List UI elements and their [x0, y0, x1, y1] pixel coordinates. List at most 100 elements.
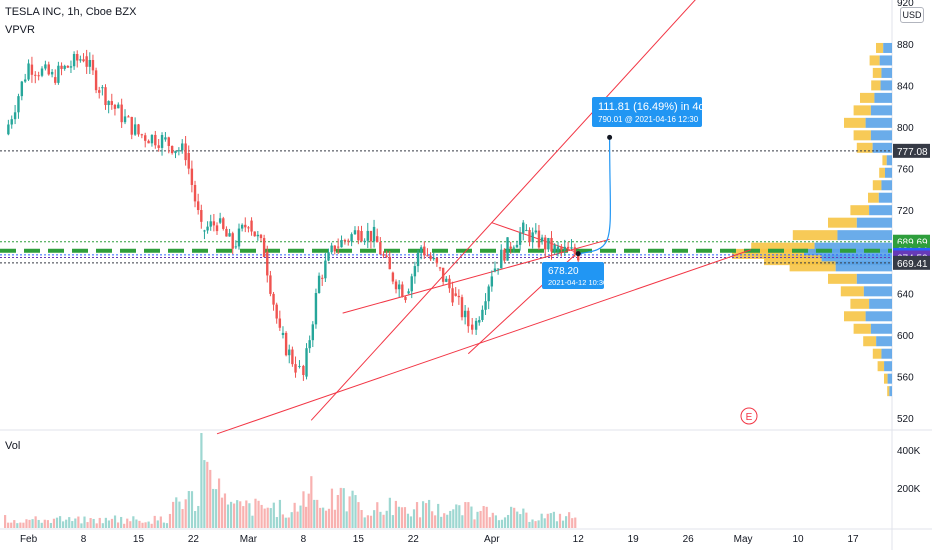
- volume-bar: [564, 516, 568, 528]
- callout-text: 111.81 (16.49%) in 4d 2h: [598, 101, 720, 113]
- candle-body: [363, 240, 366, 242]
- volume-label[interactable]: Vol: [5, 440, 21, 452]
- y-tick-label: 520: [897, 414, 914, 425]
- candle-body: [525, 229, 528, 231]
- candle-body: [291, 349, 294, 365]
- x-tick-label: 17: [847, 534, 859, 545]
- volume-bar: [181, 509, 184, 528]
- volume-bar: [254, 498, 257, 528]
- volume-bar: [150, 523, 153, 528]
- candle-body: [110, 101, 113, 105]
- volume-bar: [239, 501, 242, 528]
- candle-body: [50, 71, 54, 75]
- volume-bar: [440, 516, 443, 528]
- candle-body: [181, 143, 184, 151]
- volume-bar: [10, 522, 13, 528]
- volume-bar: [351, 490, 354, 528]
- candle-body: [17, 96, 20, 113]
- volume-bar: [65, 519, 68, 528]
- volume-bar: [418, 517, 422, 528]
- candle-body: [438, 267, 442, 269]
- candle-body: [528, 229, 531, 243]
- volume-bar: [516, 511, 519, 528]
- candle-body: [203, 230, 206, 232]
- chart-title: TESLA INC, 1h, Cboe BZX: [5, 6, 137, 18]
- candle-body: [490, 276, 494, 287]
- x-tick-label: Apr: [484, 534, 500, 545]
- x-tick-label: 22: [188, 534, 200, 545]
- volume-bar: [116, 522, 120, 528]
- candle-body: [30, 64, 34, 75]
- candle-body: [82, 59, 85, 62]
- candle-body: [281, 332, 285, 335]
- volume-bar: [385, 510, 388, 528]
- x-tick-label: Feb: [20, 534, 38, 545]
- candle-body: [388, 256, 391, 270]
- vpvr-bar-blue: [814, 242, 892, 253]
- candle-body: [60, 65, 63, 69]
- volume-bar: [360, 510, 363, 528]
- volume-bar: [339, 487, 342, 528]
- candle-body: [302, 365, 305, 376]
- vpvr-bar-blue: [878, 192, 892, 203]
- candle-body: [314, 293, 318, 325]
- volume-bar: [43, 519, 46, 528]
- volume-bar: [49, 522, 53, 528]
- candle-body: [215, 225, 219, 232]
- candle-body: [278, 318, 282, 328]
- candle-body: [391, 272, 395, 282]
- vpvr-bar-blue: [865, 117, 892, 128]
- candle-body: [294, 364, 297, 373]
- candle-body: [147, 140, 150, 144]
- candle-body: [350, 234, 353, 242]
- vpvr-bar-blue: [881, 67, 892, 78]
- x-tick-label: 22: [408, 534, 420, 545]
- vpvr-bar-blue: [884, 167, 892, 178]
- candle-body: [272, 293, 275, 305]
- volume-bar: [561, 520, 565, 528]
- volume-bar: [28, 519, 31, 528]
- volume-bar: [98, 517, 101, 528]
- volume-bar: [223, 493, 227, 528]
- volume-bar: [86, 522, 89, 528]
- candle-body: [259, 234, 263, 239]
- x-tick-label: Mar: [240, 534, 258, 545]
- volume-bar: [248, 503, 251, 528]
- vpvr-bar-yellow: [840, 286, 864, 297]
- vpvr-bar-yellow: [844, 117, 866, 128]
- volume-bar: [354, 495, 357, 528]
- candle-body: [184, 143, 187, 161]
- volume-bar: [307, 493, 310, 528]
- candle-body: [190, 168, 194, 185]
- candle-body: [496, 268, 500, 270]
- indicator-label[interactable]: VPVR: [5, 24, 35, 36]
- x-tick-label: 15: [353, 534, 365, 545]
- x-tick-label: 26: [683, 534, 695, 545]
- candle-body: [57, 65, 60, 83]
- candle-body: [160, 135, 164, 148]
- volume-bar: [574, 517, 577, 528]
- vpvr-bar-blue: [881, 180, 892, 191]
- candle-body: [104, 87, 107, 106]
- currency-badge[interactable]: USD: [900, 7, 924, 23]
- volume-tick-label: 200K: [897, 484, 921, 495]
- volume-tick-label: 400K: [897, 446, 921, 457]
- volume-bar: [510, 506, 513, 528]
- volume-bar: [260, 504, 263, 528]
- volume-bar: [506, 514, 510, 528]
- volume-bar: [83, 516, 86, 528]
- candle-body: [324, 260, 327, 279]
- vpvr-bar-blue: [870, 105, 892, 116]
- candle-body: [357, 230, 360, 241]
- candle-body: [385, 255, 388, 257]
- candle-body: [150, 134, 154, 144]
- candle-body: [522, 222, 525, 233]
- vpvr-bar-blue: [872, 142, 892, 153]
- candle-body: [432, 257, 435, 260]
- candle-body: [531, 232, 534, 243]
- vpvr-bar-blue: [886, 155, 892, 166]
- volume-bar: [80, 523, 83, 528]
- candle-body: [474, 320, 478, 330]
